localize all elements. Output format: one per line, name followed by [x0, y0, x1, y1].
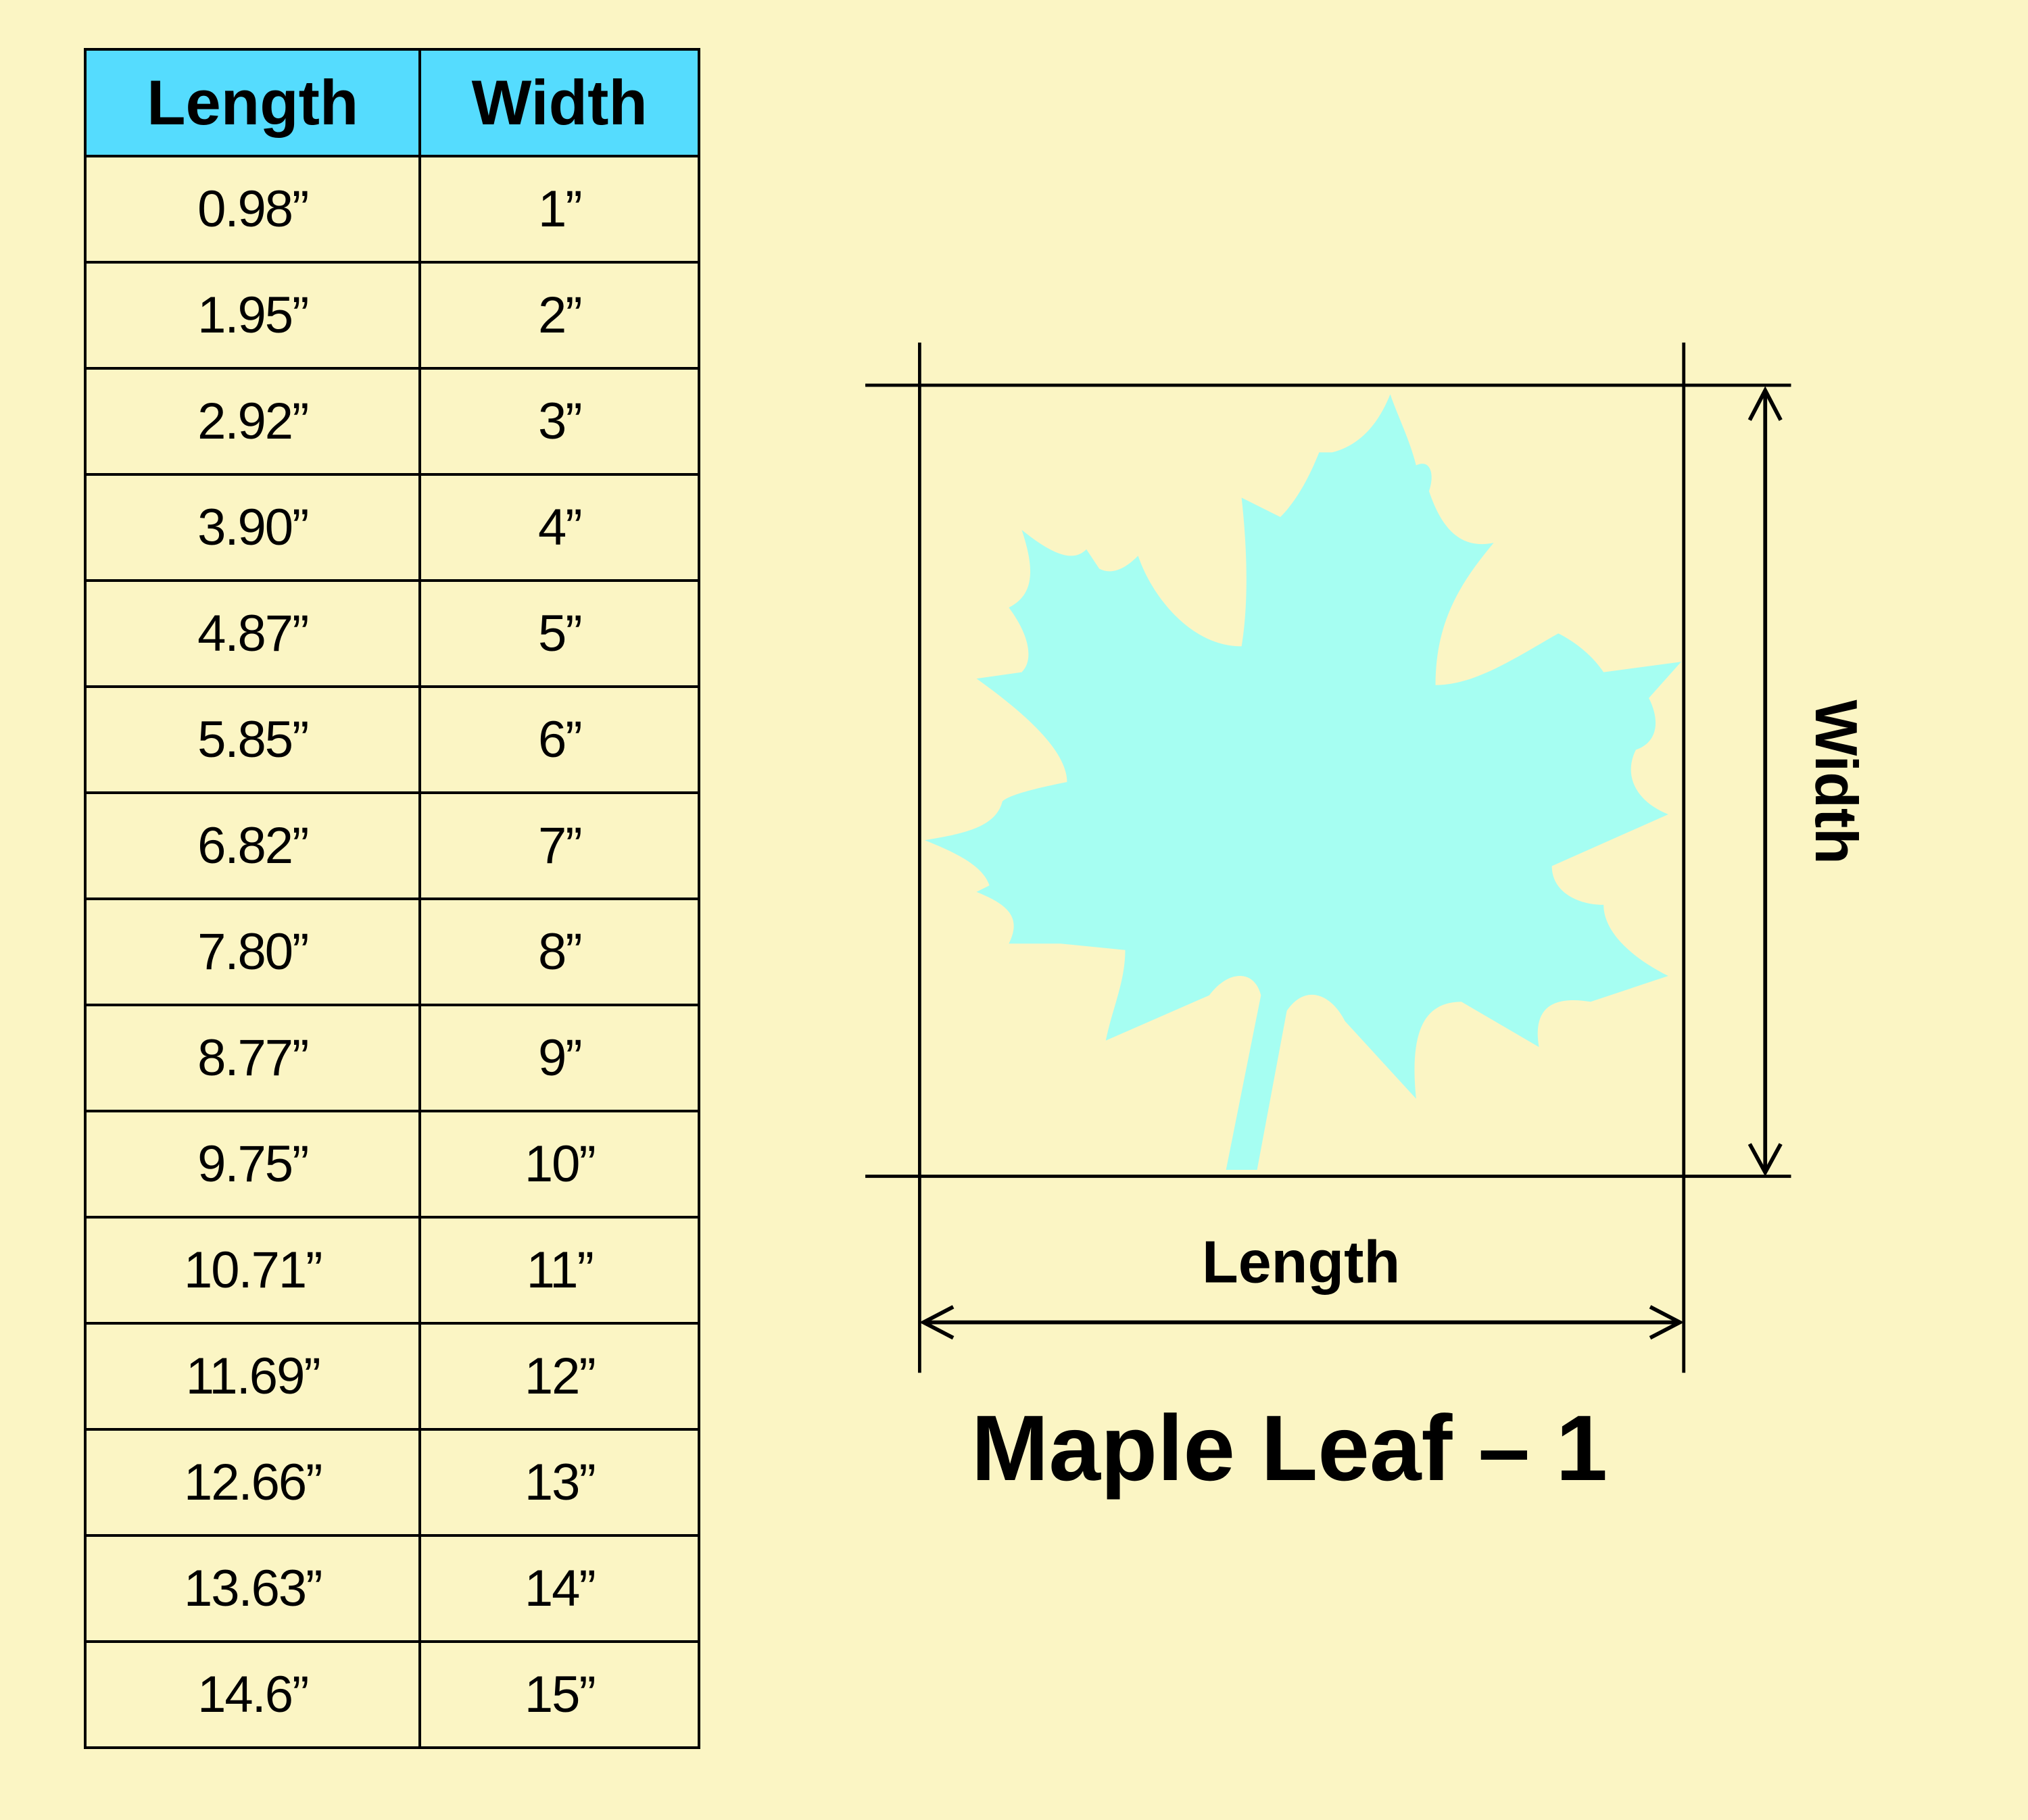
length-arrow-head-right: [1649, 1305, 1685, 1340]
length-label: Length: [1202, 1228, 1400, 1295]
table-row: 11.69” 12”: [83, 1322, 700, 1431]
table-header-row: Length Width: [83, 48, 700, 157]
table-row: 2.92” 3”: [83, 367, 700, 476]
table-row: 10.71” 11”: [83, 1216, 700, 1325]
diagram-title: Maple Leaf – 1: [971, 1396, 1608, 1500]
table-row: 6.82” 7”: [83, 791, 700, 900]
width-cell: 1”: [418, 155, 700, 264]
width-arrow-head-bottom: [1747, 1143, 1783, 1177]
width-arrow-head-top: [1747, 386, 1783, 421]
table-row: 0.98” 1”: [83, 155, 700, 264]
table-row: 13.63” 14”: [83, 1534, 700, 1643]
width-cell: 12”: [418, 1322, 700, 1431]
maple-leaf-shape: [925, 394, 1681, 1170]
header-width: Width: [418, 48, 700, 157]
width-cell: 7”: [418, 791, 700, 900]
length-cell: 1.95”: [83, 261, 422, 370]
width-cell: 2”: [418, 261, 700, 370]
width-cell: 4”: [418, 473, 700, 582]
width-cell: 9”: [418, 1004, 700, 1112]
length-cell: 7.80”: [83, 897, 422, 1006]
table-row: 9.75” 10”: [83, 1110, 700, 1219]
table-row: 7.80” 8”: [83, 897, 700, 1006]
length-cell: 5.85”: [83, 685, 422, 794]
table-row: 12.66” 13”: [83, 1428, 700, 1537]
length-cell: 8.77”: [83, 1004, 422, 1112]
width-label: Width: [1803, 699, 1870, 864]
length-arrow-head-left: [919, 1305, 955, 1340]
table-row: 5.85” 6”: [83, 685, 700, 794]
length-cell: 6.82”: [83, 791, 422, 900]
size-table: Length Width 0.98” 1” 1.95” 2” 2.92” 3” 3.90” 4…: [83, 48, 700, 1749]
table-row: 4.87” 5”: [83, 579, 700, 688]
width-cell: 3”: [418, 367, 700, 476]
width-cell: 6”: [418, 685, 700, 794]
table-row: 14.6” 15”: [83, 1640, 700, 1749]
width-cell: 15”: [418, 1640, 700, 1749]
table-row: 1.95” 2”: [83, 261, 700, 370]
length-cell: 3.90”: [83, 473, 422, 582]
width-cell: 13”: [418, 1428, 700, 1537]
length-cell: 13.63”: [83, 1534, 422, 1643]
header-length: Length: [83, 48, 422, 157]
table-row: 8.77” 9”: [83, 1004, 700, 1112]
length-cell: 9.75”: [83, 1110, 422, 1219]
length-cell: 14.6”: [83, 1640, 422, 1749]
length-cell: 4.87”: [83, 579, 422, 688]
length-cell: 2.92”: [83, 367, 422, 476]
width-cell: 10”: [418, 1110, 700, 1219]
width-cell: 14”: [418, 1534, 700, 1643]
width-cell: 5”: [418, 579, 700, 688]
length-cell: 0.98”: [83, 155, 422, 264]
width-cell: 11”: [418, 1216, 700, 1325]
table-row: 3.90” 4”: [83, 473, 700, 582]
length-cell: 12.66”: [83, 1428, 422, 1537]
length-cell: 10.71”: [83, 1216, 422, 1325]
length-cell: 11.69”: [83, 1322, 422, 1431]
width-cell: 8”: [418, 897, 700, 1006]
